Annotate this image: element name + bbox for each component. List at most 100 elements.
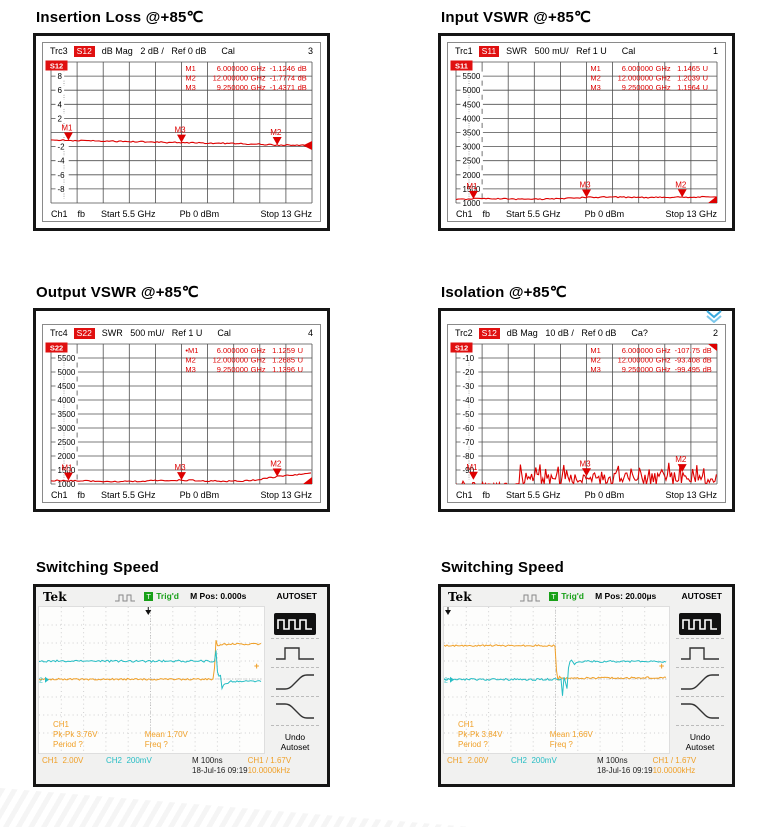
marker-row-unit: GHz xyxy=(656,74,671,83)
y-tick-label: -2 xyxy=(58,143,66,152)
pulse-button[interactable] xyxy=(676,638,724,667)
marker-row-name: M1 xyxy=(590,346,600,355)
waveform-icon xyxy=(114,593,136,604)
footer-stop: Stop 13 GHz xyxy=(665,208,717,219)
input-vswr-plot: 5500 5000 4500 4000 3500 3000 2500 2000 1500 1000… xyxy=(450,60,718,206)
marker-label-M3: M3 xyxy=(175,463,187,472)
meas-channel: CH1 xyxy=(458,720,475,729)
marker-M2 xyxy=(677,189,687,198)
marker-row-unit: GHz xyxy=(251,64,266,73)
marker-M1 xyxy=(63,132,73,141)
y-tick-label: -90 xyxy=(463,466,475,475)
rising-edge-button[interactable] xyxy=(271,667,319,696)
y-tick-label: -40 xyxy=(463,396,475,405)
marker-row-vunit: U xyxy=(703,74,708,83)
undo-autoset-button[interactable]: Undo Autoset xyxy=(271,725,319,752)
falling-edge-button[interactable] xyxy=(271,696,319,725)
footer-stop: Stop 13 GHz xyxy=(260,489,312,500)
scope-menu: Undo Autoset xyxy=(265,606,325,754)
cal-label: Cal xyxy=(221,46,235,56)
trace-edge-indicator xyxy=(303,477,312,484)
marker-row-freq: 6.000000 xyxy=(217,346,248,355)
marker-row-name: •M1 xyxy=(185,346,198,355)
marker-row-unit: GHz xyxy=(251,74,266,83)
mpos-readout: M Pos: 0.000s xyxy=(190,591,247,601)
trace-S11 xyxy=(456,195,716,201)
panel-title: Output VSWR @+85℃ xyxy=(36,284,199,301)
marker-row-value: 1.1465 xyxy=(677,64,700,73)
cal-label: Cal xyxy=(621,46,636,56)
footer-channel: Ch1 xyxy=(51,489,68,500)
undo-autoset-button[interactable]: Undo Autoset xyxy=(676,725,724,752)
ch1-level-marker: + xyxy=(254,661,259,671)
trigger-frequency: 10.0000kHz xyxy=(247,766,291,775)
trace-CH1 xyxy=(39,639,262,681)
grid-sparam-badge xyxy=(450,60,473,71)
trigger-level: CH1 / 1.67V xyxy=(247,756,292,765)
panel-switching-speed-right: Switching Speed Tek T Trig'd M Pos: 20.0… xyxy=(438,559,735,787)
switching-right-display: 2+ xyxy=(444,607,667,751)
marker-row-vunit: dB xyxy=(298,83,307,92)
marker-M3 xyxy=(582,189,591,198)
y-tick-label: 4000 xyxy=(58,396,76,405)
trigger-frequency: 10.0000kHz xyxy=(652,766,696,775)
footer-mode: fb xyxy=(482,208,491,219)
footer-start: Start 5.5 GHz xyxy=(101,489,156,500)
oscilloscope-window: Tek T Trig'd M Pos: 0.000s AUTOSET CH1 P… xyxy=(33,584,330,787)
sparam-badge: S12 xyxy=(478,327,500,339)
marker-row-value: 1.1964 xyxy=(677,83,700,92)
marker-row-value: 1.2685 xyxy=(272,356,295,365)
autoset-button[interactable]: AUTOSET xyxy=(276,591,317,601)
corner-stripes-decoration xyxy=(0,788,470,827)
trigger-status: Trig'd xyxy=(156,591,179,601)
meas-mean: Mean 1.70V xyxy=(144,730,188,739)
waveform-icon xyxy=(519,593,541,604)
pulse-button[interactable] xyxy=(271,638,319,667)
marker-row-freq: 6.000000 xyxy=(622,346,653,355)
cal-label: Cal xyxy=(217,328,231,338)
grid-sparam-badge xyxy=(450,342,473,353)
square-wave-button[interactable] xyxy=(676,610,724,638)
falling-edge-button[interactable] xyxy=(676,696,724,725)
marker-row-unit: GHz xyxy=(251,346,266,355)
trace-edge-indicator xyxy=(708,344,717,351)
marker-row-value: -1.7774 xyxy=(270,74,295,83)
autoset-button[interactable]: AUTOSET xyxy=(681,591,722,601)
marker-M3 xyxy=(177,472,186,481)
marker-row-vunit: U xyxy=(703,64,708,73)
marker-row-unit: GHz xyxy=(251,365,266,374)
marker-row-freq: 9.250000 xyxy=(217,365,248,374)
marker-row-freq: 12.000000 xyxy=(213,74,248,83)
footer-mode: fb xyxy=(77,489,86,500)
marker-label-M3: M3 xyxy=(175,126,187,135)
scope-menu: Undo Autoset xyxy=(670,606,730,754)
trigger-level: CH1 / 1.67V xyxy=(652,756,697,765)
vna-window: Trc3 S12 dB Mag 2 dB / Ref 0 dB Cal 3 8 6… xyxy=(33,33,330,231)
marker-row-freq: 9.250000 xyxy=(217,83,248,92)
switching-left-display: 2+ xyxy=(39,607,262,751)
meas-period: Period ? xyxy=(53,740,83,749)
grid-sparam-badge xyxy=(45,60,68,71)
footer-power: Pb 0 dBm xyxy=(179,489,220,500)
marker-row-vunit: dB xyxy=(298,74,307,83)
chevron-down-icon[interactable] xyxy=(704,310,724,324)
panel-title: Switching Speed xyxy=(441,559,565,576)
y-tick-label: 5500 xyxy=(463,72,481,81)
y-tick-label: 3000 xyxy=(463,143,481,152)
y-tick-label: 3500 xyxy=(58,410,76,419)
scope-statusbar: CH1 2.00V CH2 200mV M 100ns 18-Jul-16 09… xyxy=(443,754,730,782)
trace-S12 xyxy=(51,139,312,147)
square-wave-button[interactable] xyxy=(271,610,319,638)
timebase: M 100ns xyxy=(192,756,223,765)
ch2-ref-marker: 2 xyxy=(444,678,448,685)
rising-edge-button[interactable] xyxy=(676,667,724,696)
footer-start: Start 5.5 GHz xyxy=(506,208,561,219)
trace-S12 xyxy=(456,462,717,484)
y-tick-label: 4500 xyxy=(463,100,481,109)
footer-power: Pb 0 dBm xyxy=(584,489,625,500)
panel-input-vswr: Input VSWR @+85℃ Trc1 S11 SWR 500 mU/ Re… xyxy=(438,8,735,231)
datetime: 18-Jul-16 09:19 xyxy=(597,766,653,775)
y-tick-label: -70 xyxy=(463,438,475,447)
meas-pkpk: Pk-Pk 3.76V xyxy=(53,730,98,739)
marker-row-value: -99.495 xyxy=(675,365,700,374)
